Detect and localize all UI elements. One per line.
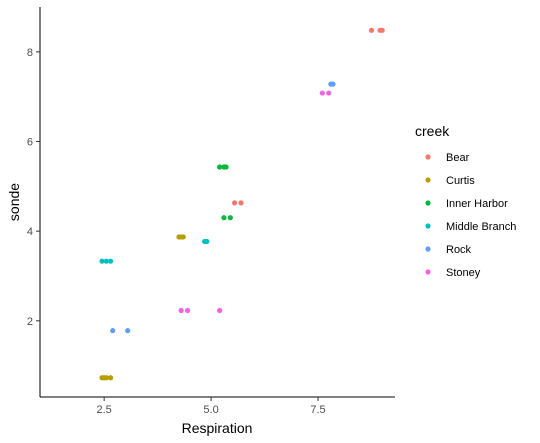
data-point [204, 239, 209, 244]
data-point [228, 215, 233, 220]
data-point [221, 215, 226, 220]
data-points [99, 28, 384, 381]
data-point [108, 375, 113, 380]
data-point [217, 308, 222, 313]
data-point [110, 328, 115, 333]
data-point [238, 200, 243, 205]
x-axis-ticks: 2.5 5.0 7.5 [97, 397, 326, 416]
x-axis-title: Respiration [182, 420, 253, 436]
y-tick-label: 4 [27, 226, 33, 238]
data-point [179, 308, 184, 313]
series-bear [232, 28, 385, 206]
legend-key [425, 200, 430, 205]
legend-key [425, 269, 430, 274]
legend-label: Bear [446, 152, 470, 164]
series-stoney [179, 90, 332, 313]
data-point [330, 82, 335, 87]
legend-label: Curtis [446, 175, 475, 187]
data-point [320, 90, 325, 95]
data-point [108, 259, 113, 264]
x-tick-label: 5.0 [203, 404, 218, 416]
data-point [223, 164, 228, 169]
plot-panel: 2.5 5.0 7.5 2 4 6 8 [27, 7, 395, 416]
data-point [369, 28, 374, 33]
legend-items: Bear Curtis Inner Harbor Middle Branch Rock S… [425, 152, 516, 279]
y-axis-ticks: 2 4 6 8 [27, 47, 40, 328]
x-tick-label: 2.5 [97, 404, 112, 416]
y-tick-label: 8 [27, 47, 33, 59]
series-middle-branch [99, 239, 209, 264]
legend-title: creek [415, 123, 450, 139]
data-point [380, 28, 385, 33]
series-inner-harbor [217, 164, 233, 220]
data-point [232, 200, 237, 205]
legend-key [425, 177, 430, 182]
legend: creek Bear Curtis Inner Harbor Middle Branc… [415, 123, 516, 279]
legend-key [425, 246, 430, 251]
legend-key [425, 223, 430, 228]
y-tick-label: 2 [27, 316, 33, 328]
y-tick-label: 6 [27, 136, 33, 148]
data-point [181, 234, 186, 239]
x-tick-label: 7.5 [310, 404, 325, 416]
legend-label: Inner Harbor [446, 198, 508, 210]
legend-label: Stoney [446, 267, 481, 279]
legend-label: Middle Branch [446, 221, 516, 233]
series-curtis [99, 234, 185, 380]
legend-key [425, 154, 430, 159]
data-point [326, 90, 331, 95]
series-rock [110, 82, 335, 334]
data-point [125, 328, 130, 333]
data-point [185, 308, 190, 313]
y-axis-title: sonde [6, 183, 22, 221]
legend-label: Rock [446, 244, 472, 256]
